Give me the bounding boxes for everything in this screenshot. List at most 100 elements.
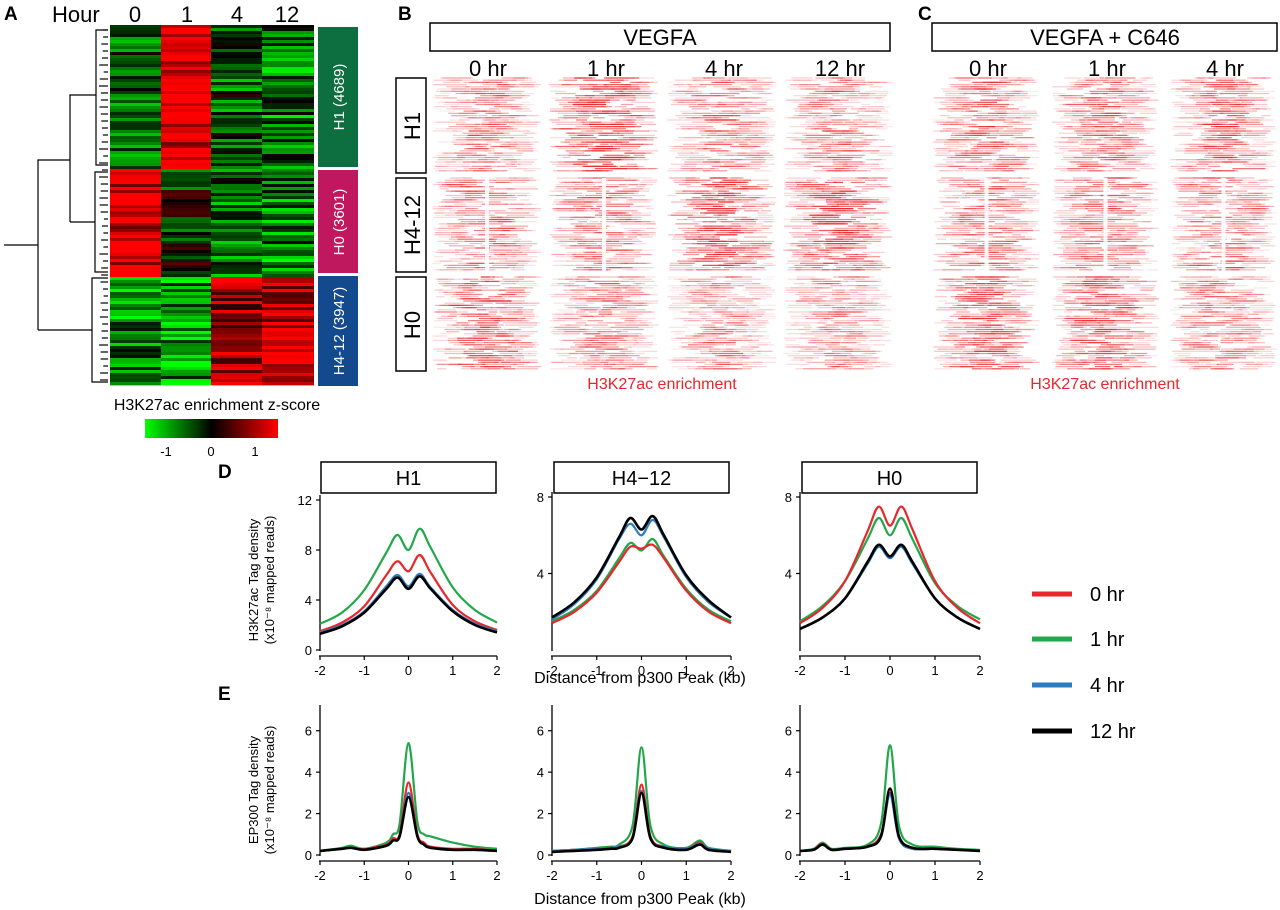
heatmap-cell bbox=[211, 301, 262, 305]
heatmap-cell bbox=[262, 283, 314, 287]
panel-letter-d: D bbox=[218, 462, 232, 483]
heatmap-cell bbox=[211, 43, 262, 47]
dendrogram-branch bbox=[94, 171, 108, 273]
heatmap-cell bbox=[211, 379, 262, 383]
heatmap-cell bbox=[161, 238, 211, 242]
heatmap-cell bbox=[110, 166, 161, 170]
heatmap-cell bbox=[262, 304, 314, 308]
heatmap-cell bbox=[161, 190, 211, 194]
heatmap-cell bbox=[211, 157, 262, 161]
heatmap-cell bbox=[262, 370, 314, 374]
enrichment-tile bbox=[783, 177, 893, 271]
heatmap-cell bbox=[161, 145, 211, 149]
heatmap-cell bbox=[110, 280, 161, 284]
heatmap-cell bbox=[211, 340, 262, 344]
heatmap-cell bbox=[262, 376, 314, 380]
heatmap-cell bbox=[110, 112, 161, 116]
heatmap-cell bbox=[211, 187, 262, 191]
enrichment-tile bbox=[933, 177, 1040, 272]
heatmap-cell bbox=[161, 256, 211, 260]
heatmap-cell bbox=[161, 226, 211, 230]
heatmap-cell bbox=[161, 298, 211, 302]
heatmap-cell bbox=[161, 235, 211, 239]
heatmap-cell bbox=[262, 82, 314, 86]
heatmap-cell bbox=[161, 160, 211, 164]
heatmap-cell bbox=[262, 382, 314, 386]
heatmap-cell bbox=[110, 202, 161, 206]
heatmap-cell bbox=[211, 253, 262, 257]
heatmap-cell bbox=[110, 241, 161, 245]
heatmap-cell bbox=[161, 295, 211, 299]
heatmap-cell bbox=[211, 79, 262, 83]
heatmap-cell bbox=[262, 352, 314, 356]
c646-4hr-label: 4 hr bbox=[1206, 56, 1244, 81]
heatmap-cell bbox=[211, 214, 262, 218]
heatmap-cell bbox=[110, 43, 161, 47]
heatmap-cell bbox=[110, 307, 161, 311]
heatmap-cell bbox=[262, 250, 314, 254]
heatmap-cell bbox=[110, 133, 161, 137]
heatmap-cell bbox=[161, 346, 211, 350]
enrichment-tile bbox=[783, 276, 892, 370]
heatmap-cell bbox=[161, 208, 211, 212]
cluster-h4-12-label: H4-12 (3947) bbox=[331, 287, 348, 375]
heatmap-cell bbox=[211, 346, 262, 350]
heatmap-cell bbox=[110, 370, 161, 374]
row-label-h4-12: H4-12 bbox=[400, 195, 425, 255]
heatmap-cell bbox=[211, 292, 262, 296]
heatmap-cell bbox=[211, 325, 262, 329]
heatmap-cell bbox=[110, 178, 161, 182]
heatmap-cell bbox=[161, 166, 211, 170]
heatmap-cell bbox=[110, 28, 161, 32]
heatmap-cell bbox=[110, 109, 161, 113]
c646-0hr-label: 0 hr bbox=[969, 56, 1007, 81]
heatmap-cell bbox=[262, 229, 314, 233]
heatmap-cell bbox=[161, 259, 211, 263]
heatmap-cell bbox=[161, 109, 211, 113]
heatmap-cell bbox=[262, 136, 314, 140]
row-label-box-h0 bbox=[395, 276, 427, 372]
heatmap-cell bbox=[110, 130, 161, 134]
heatmap-cell bbox=[211, 154, 262, 158]
heatmap-cell bbox=[161, 94, 211, 98]
heatmap-cell bbox=[161, 247, 211, 251]
heatmap-cell bbox=[110, 70, 161, 74]
heatmap-cell bbox=[211, 220, 262, 224]
heatmap-cell bbox=[211, 193, 262, 197]
heatmap-cell bbox=[262, 334, 314, 338]
dendrogram bbox=[4, 29, 108, 383]
heatmap-cell bbox=[110, 88, 161, 92]
heatmap-cell bbox=[161, 241, 211, 245]
heatmap-cell bbox=[211, 55, 262, 59]
heatmap-cell bbox=[161, 265, 211, 269]
heatmap-cell bbox=[161, 304, 211, 308]
heatmap-cell bbox=[161, 337, 211, 341]
heatmap-cell bbox=[161, 34, 211, 38]
heatmap-cell bbox=[211, 310, 262, 314]
heatmap-cell bbox=[262, 199, 314, 203]
heatmap-cell bbox=[211, 28, 262, 32]
heatmap-cell bbox=[161, 163, 211, 167]
heatmap-cell bbox=[262, 103, 314, 107]
heatmap-cell bbox=[110, 142, 161, 146]
heatmap-cell bbox=[262, 298, 314, 302]
heatmap-cell bbox=[110, 358, 161, 362]
heatmap-cell bbox=[211, 136, 262, 140]
heatmap-cell bbox=[110, 199, 161, 203]
enrichment-tile bbox=[667, 77, 776, 172]
heatmap-cell bbox=[211, 148, 262, 152]
heatmap-cell bbox=[211, 97, 262, 101]
heatmap-cell bbox=[262, 46, 314, 50]
heatmap-cell bbox=[110, 223, 161, 227]
heatmap-cell bbox=[161, 349, 211, 353]
heatmap-cell bbox=[262, 121, 314, 125]
heatmap-cell bbox=[161, 376, 211, 380]
heatmap-cell bbox=[110, 187, 161, 191]
heatmap-cell bbox=[211, 322, 262, 326]
heatmap-cell bbox=[161, 154, 211, 158]
heatmap-cell bbox=[262, 85, 314, 89]
heatmap-cell bbox=[110, 322, 161, 326]
heatmap-cell bbox=[110, 337, 161, 341]
heatmap-cell bbox=[161, 289, 211, 293]
heatmap-cell bbox=[161, 178, 211, 182]
